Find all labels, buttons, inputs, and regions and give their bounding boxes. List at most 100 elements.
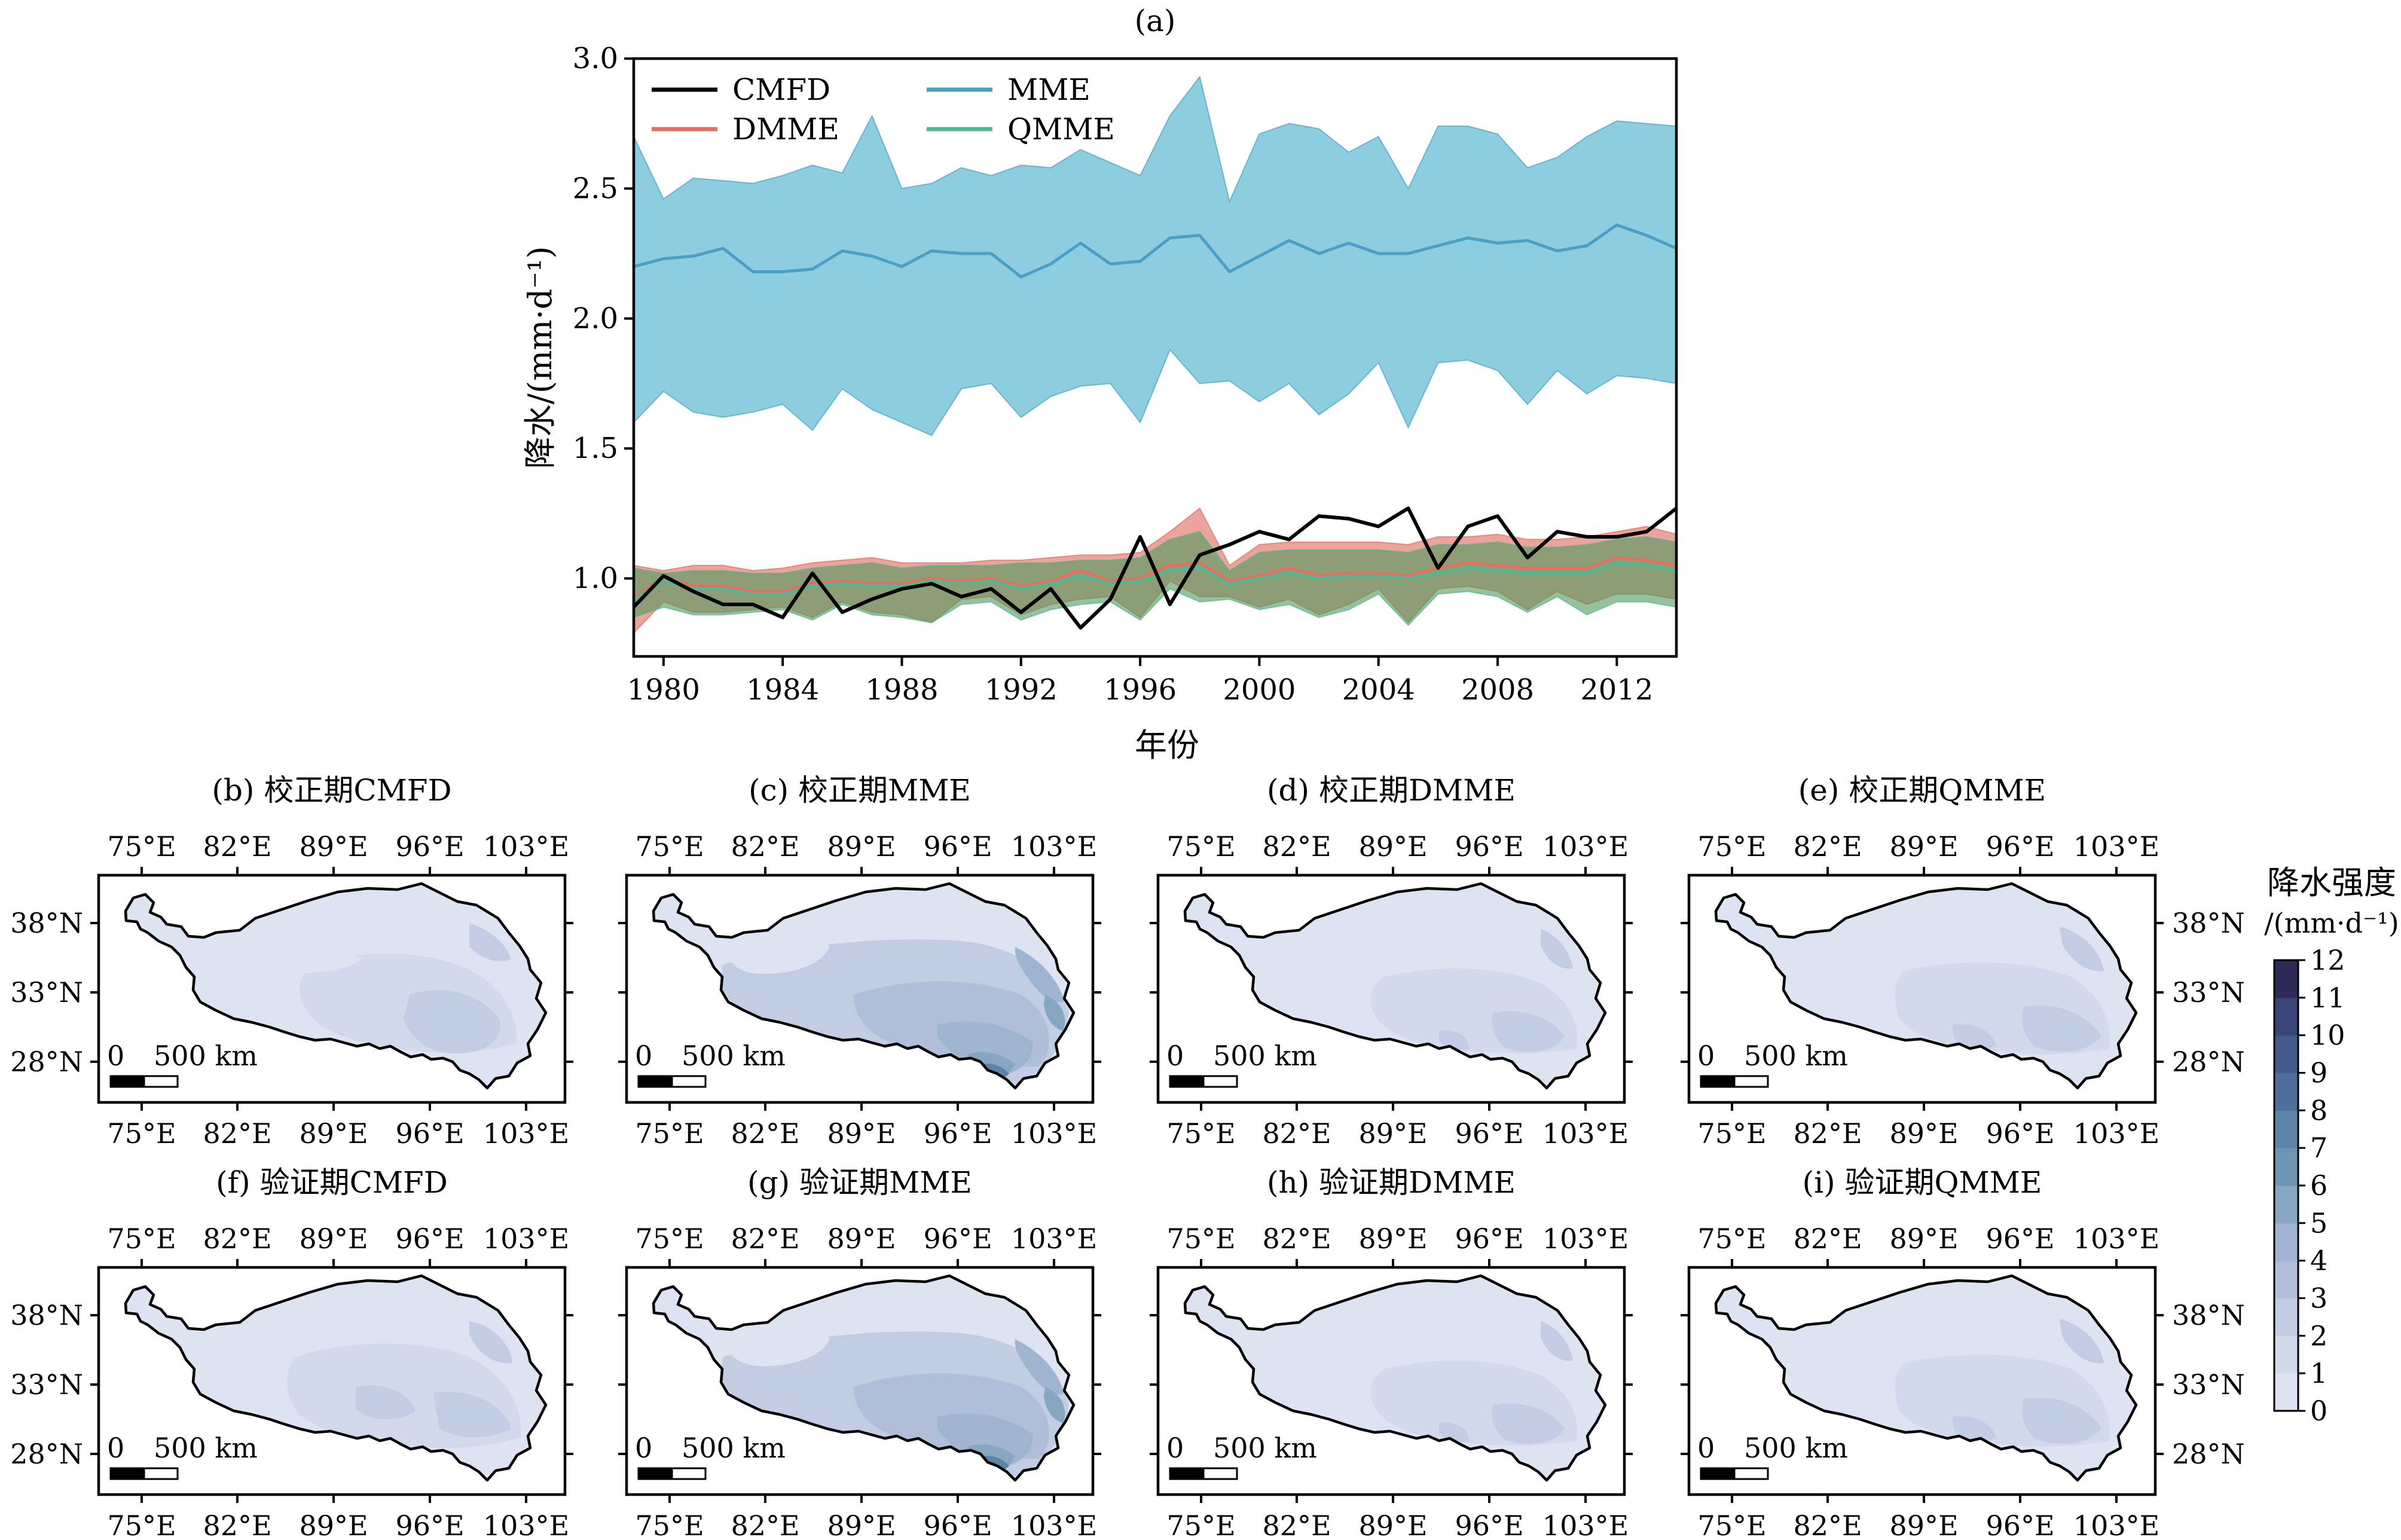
chart-title: (a)	[1135, 4, 1176, 38]
precip-contour-region	[246, 940, 362, 973]
legend-label-cmfd: CMFD	[732, 72, 830, 107]
scale-bar-white	[143, 1467, 179, 1480]
scale-bar-label: 500 km	[1744, 1040, 1848, 1072]
lon-label-bottom: 103°E	[1542, 1510, 1629, 1540]
scale-bar-black	[637, 1467, 673, 1480]
scale-bar: 0 500 km	[107, 1040, 258, 1088]
colorbar-tick-label: 8	[2310, 1094, 2327, 1126]
colorbar-segment	[2274, 1035, 2298, 1074]
legend-label-dmme: DMME	[732, 112, 839, 146]
plateau-outline	[1714, 1274, 2138, 1482]
colorbar-segment	[2274, 1072, 2298, 1111]
precip-contour-region	[433, 1392, 511, 1438]
lat-label-left: 38°N	[10, 1299, 83, 1331]
precip-contours	[1895, 927, 2110, 1055]
map-frame	[1687, 1266, 2157, 1496]
precip-contour-region	[1439, 1422, 1469, 1443]
x-axis-ticks: 1980 1984 1988 1992 1996 2000 2004 2008 2012	[627, 656, 1653, 707]
map-panel-title: (b) 校正期CMFD	[212, 773, 451, 808]
y-axis-ticks: 1.0 1.5 2.0 2.5 3.0	[573, 42, 634, 595]
scale-bar-black	[1700, 1075, 1736, 1088]
lon-label-top: 75°E	[1697, 830, 1766, 863]
scale-bar-zero: 0	[1697, 1040, 1715, 1072]
scale-bar: 0 500 km	[1697, 1040, 1848, 1088]
x-tick-label: 1996	[1104, 673, 1177, 707]
lon-label-bottom: 96°E	[923, 1117, 992, 1150]
scale-bar-zero: 0	[107, 1040, 124, 1072]
map-panel: (b) 校正期CMFD 75°E 75°E 82°E 82°E 89°E 89°E 96°E 9…	[10, 773, 573, 1150]
colorbar-segment	[2274, 960, 2298, 998]
precip-contour-region	[1541, 929, 1573, 969]
precip-contour-region	[469, 1321, 512, 1364]
map-panel-title: (e) 校正期QMME	[1798, 773, 2046, 808]
precip-contour-region	[1015, 1339, 1064, 1395]
plot-frame	[632, 57, 1678, 658]
scale-bar-white	[671, 1075, 707, 1088]
lat-label-right: 28°N	[2172, 1438, 2245, 1470]
scale-bar-zero: 0	[635, 1040, 652, 1072]
map-panel-title: (h) 验证期DMME	[1267, 1165, 1516, 1200]
scale-bar-white	[143, 1075, 179, 1088]
colorbar-tick-label: 1	[2310, 1357, 2327, 1389]
scale-bar: 0 500 km	[1166, 1432, 1317, 1480]
scale-bar-zero: 0	[1166, 1432, 1184, 1464]
colorbar-tick-label: 0	[2310, 1395, 2327, 1427]
y-tick-label: 1.0	[573, 562, 618, 595]
colorbar-tick-label: 6	[2310, 1169, 2327, 1202]
scale-bar: 0 500 km	[1697, 1432, 1848, 1480]
scale-bar-white	[1202, 1075, 1238, 1088]
lon-label-top: 96°E	[395, 830, 464, 863]
scale-bar-zero: 0	[1697, 1432, 1715, 1464]
plateau-outline	[124, 1274, 548, 1482]
scale-bar-black	[1169, 1075, 1205, 1088]
colorbar-segment	[2274, 1223, 2298, 1261]
lon-label-bottom: 75°E	[1697, 1510, 1766, 1540]
lon-label-bottom: 75°E	[107, 1117, 176, 1150]
lon-label-top: 75°E	[1166, 1223, 1235, 1255]
lon-label-top: 96°E	[923, 830, 992, 863]
lon-label-bottom: 89°E	[827, 1510, 896, 1540]
band-lower-edge-mme	[634, 349, 1676, 436]
lon-label-top: 82°E	[1793, 830, 1862, 863]
map-frame	[1156, 1266, 1626, 1496]
lon-label-top: 75°E	[1697, 1223, 1766, 1255]
lon-label-top: 89°E	[299, 1223, 368, 1255]
lon-label-bottom: 89°E	[1889, 1510, 1958, 1540]
precip-contour-region	[1952, 1416, 1996, 1441]
y-tick-label: 1.5	[573, 432, 618, 465]
colorbar-segment	[2274, 997, 2298, 1036]
colorbar-title-line1: 降水强度	[2267, 864, 2396, 902]
lon-label-bottom: 82°E	[1262, 1510, 1331, 1540]
x-tick-label: 1992	[985, 673, 1058, 707]
lon-label-bottom: 75°E	[1166, 1117, 1235, 1150]
precip-contour-region	[1044, 1387, 1065, 1423]
precip-contours	[287, 1321, 521, 1448]
lon-label-top: 89°E	[1889, 830, 1958, 863]
lon-label-bottom: 75°E	[107, 1510, 176, 1540]
band-mme	[634, 77, 1676, 436]
map-panel: (d) 校正期DMME 75°E 75°E 82°E 82°E 89°E 89°E 96°E 9…	[1150, 773, 1633, 1150]
precip-contour-region	[1492, 1403, 1565, 1444]
map-panel: (h) 验证期DMME 75°E 75°E 82°E 82°E 89°E 89°E 96°E 9…	[1150, 1165, 1633, 1540]
lon-label-bottom: 96°E	[395, 1510, 464, 1540]
lon-label-top: 103°E	[1011, 830, 1097, 863]
precip-contour-region	[404, 990, 500, 1054]
scale-bar-label: 500 km	[154, 1040, 258, 1072]
map-frame	[1156, 873, 1626, 1104]
lon-label-top: 96°E	[923, 1223, 992, 1255]
lat-label-right: 38°N	[2172, 1299, 2245, 1331]
lon-label-bottom: 103°E	[1011, 1117, 1097, 1150]
lon-label-bottom: 89°E	[1358, 1117, 1427, 1150]
plateau-outline	[1183, 882, 1607, 1090]
colorbar-tick-label: 11	[2310, 982, 2345, 1014]
series-line-mme	[634, 223, 1676, 279]
scale-bar-black	[109, 1075, 145, 1088]
scale-bar: 0 500 km	[1166, 1040, 1317, 1088]
y-tick-label: 2.5	[573, 172, 618, 205]
plateau-outline	[652, 882, 1076, 1090]
lon-label-top: 103°E	[1542, 1223, 1629, 1255]
scale-bar-black	[109, 1467, 145, 1480]
map-frame	[1687, 873, 2157, 1104]
x-tick-label: 1980	[627, 673, 700, 707]
